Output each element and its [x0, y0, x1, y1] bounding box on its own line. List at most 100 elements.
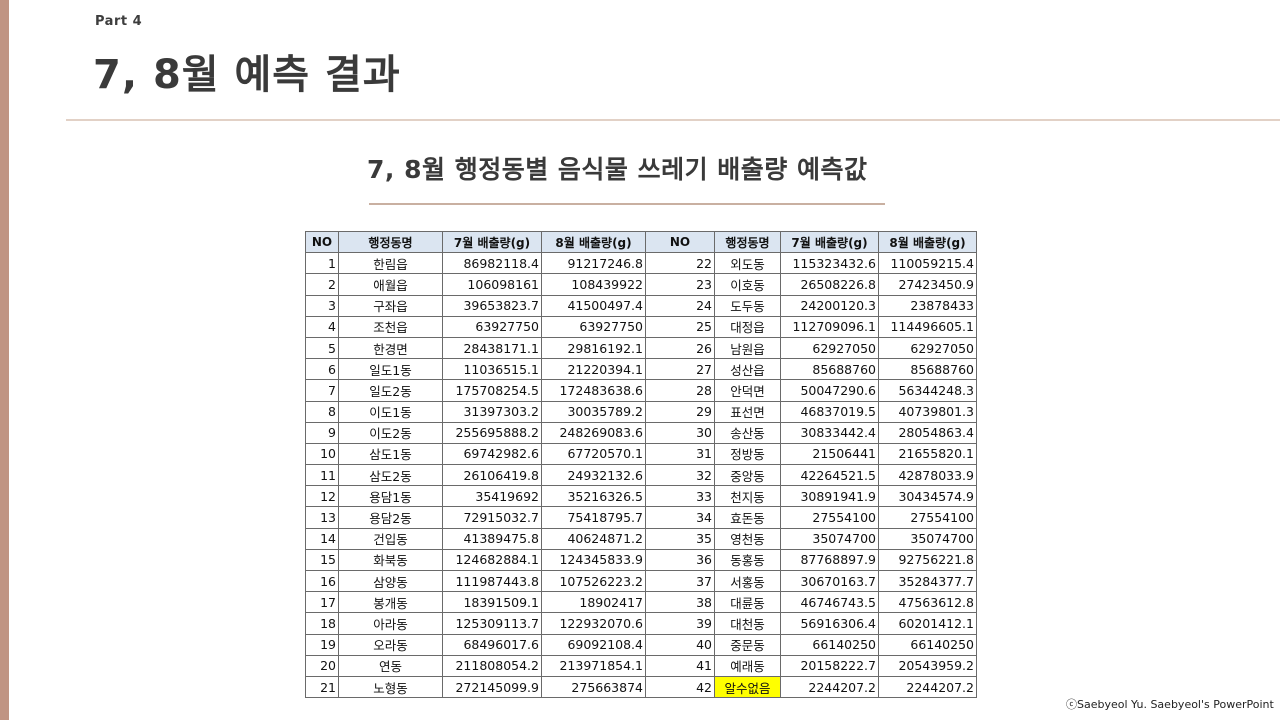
- district-name-cell: 예래동: [714, 654, 781, 677]
- district-name-cell: 조천읍: [338, 315, 443, 338]
- row-no-cell: 40: [645, 633, 715, 656]
- july-value-cell: 26508226.8: [780, 273, 879, 296]
- july-value-cell: 69742982.6: [442, 442, 542, 466]
- row-no-cell: 18: [305, 612, 339, 635]
- table-row: 19 오라동 68496017.6 69092108.4 40 중문동 66140250 66…: [305, 633, 977, 656]
- july-value-cell: 106098161: [442, 273, 542, 296]
- table-row: 17 봉개동 18391509.1 18902417 38 대륜동 46746743.5 47…: [305, 591, 977, 614]
- district-name-cell: 대륜동: [714, 591, 781, 614]
- row-no-cell: 24: [645, 294, 715, 317]
- district-name-cell: 일도2동: [338, 379, 443, 402]
- district-name-cell: 봉개동: [338, 591, 443, 614]
- july-value-cell: 56916306.4: [780, 612, 879, 635]
- table-row: 5 한경면 28438171.1 29816192.1 26 남원읍 62927050 629…: [305, 336, 977, 360]
- august-value-cell: 40739801.3: [878, 400, 977, 423]
- row-no-cell: 39: [645, 612, 715, 635]
- row-no-cell: 30: [645, 421, 715, 444]
- district-name-cell: 남원읍: [714, 336, 781, 360]
- district-name-cell: 한경면: [338, 336, 443, 360]
- row-no-cell: 41: [645, 654, 715, 677]
- row-no-cell: 22: [645, 252, 715, 275]
- row-no-cell: 17: [305, 591, 339, 614]
- july-value-cell: 18391509.1: [442, 591, 542, 614]
- july-value-cell: 50047290.6: [780, 379, 879, 402]
- row-no-cell: 1: [305, 252, 339, 275]
- table-row: 3 구좌읍 39653823.7 41500497.4 24 도두동 24200120.3 2…: [305, 294, 977, 317]
- district-name-cell: 한림읍: [338, 252, 443, 275]
- row-no-cell: 3: [305, 294, 339, 317]
- july-value-cell: 41389475.8: [442, 527, 542, 550]
- july-value-cell: 211808054.2: [442, 654, 542, 677]
- july-value-cell: 62927050: [780, 336, 879, 360]
- table-row: 8 이도1동 31397303.2 30035789.2 29 표선면 46837019.5…: [305, 400, 977, 423]
- row-no-cell: 38: [645, 591, 715, 614]
- august-value-cell: 122932070.6: [541, 612, 646, 635]
- district-name-cell: 동홍동: [714, 548, 781, 572]
- august-value-cell: 60201412.1: [878, 612, 977, 635]
- august-value-cell: 172483638.6: [541, 379, 646, 402]
- august-value-cell: 40624871.2: [541, 527, 646, 550]
- district-name-cell: 삼양동: [338, 569, 443, 593]
- district-name-cell: 삼도1동: [338, 442, 443, 466]
- august-value-cell: 18902417: [541, 591, 646, 614]
- july-value-cell: 72915032.7: [442, 506, 542, 529]
- row-no-cell: 13: [305, 506, 339, 529]
- august-value-cell: 24932132.6: [541, 464, 646, 487]
- copyright-credit: ⓒSaebyeol Yu. Saebyeol's PowerPoint: [1066, 698, 1274, 711]
- row-no-cell: 23: [645, 273, 715, 296]
- july-value-cell: 66140250: [780, 633, 879, 656]
- july-value-cell: 124682884.1: [442, 548, 542, 572]
- august-value-cell: 35074700: [878, 527, 977, 550]
- row-no-cell: 27: [645, 358, 715, 381]
- august-value-cell: 21655820.1: [878, 442, 977, 466]
- district-name-cell: 서홍동: [714, 569, 781, 593]
- district-name-cell: 정방동: [714, 442, 781, 466]
- august-value-cell: 63927750: [541, 315, 646, 338]
- july-value-cell: 20158222.7: [780, 654, 879, 677]
- row-no-cell: 5: [305, 336, 339, 360]
- district-name-cell: 연동: [338, 654, 443, 677]
- table-row: 14 건입동 41389475.8 40624871.2 35 영천동 35074700 35…: [305, 527, 977, 550]
- july-value-cell: 2244207.2: [780, 675, 879, 699]
- july-value-cell: 24200120.3: [780, 294, 879, 317]
- july-value-cell: 26106419.8: [442, 464, 542, 487]
- row-no-cell: 2: [305, 273, 339, 296]
- subtitle-divider: [369, 203, 885, 205]
- row-no-cell: 32: [645, 464, 715, 487]
- district-name-cell: 구좌읍: [338, 294, 443, 317]
- district-name-cell: 효돈동: [714, 506, 781, 529]
- august-value-cell: 30035789.2: [541, 400, 646, 423]
- header-district: 행정동명: [714, 230, 781, 254]
- header-august: 8월 배출량(g): [541, 230, 646, 254]
- row-no-cell: 9: [305, 421, 339, 444]
- july-value-cell: 30891941.9: [780, 485, 879, 508]
- header-district: 행정동명: [338, 230, 443, 254]
- august-value-cell: 27423450.9: [878, 273, 977, 296]
- district-name-cell: 이호동: [714, 273, 781, 296]
- row-no-cell: 15: [305, 548, 339, 572]
- row-no-cell: 21: [305, 675, 339, 699]
- august-value-cell: 20543959.2: [878, 654, 977, 677]
- row-no-cell: 20: [305, 654, 339, 677]
- july-value-cell: 87768897.9: [780, 548, 879, 572]
- august-value-cell: 21220394.1: [541, 358, 646, 381]
- august-value-cell: 35284377.7: [878, 569, 977, 593]
- july-value-cell: 30670163.7: [780, 569, 879, 593]
- table-row: 20 연동 211808054.2 213971854.1 41 예래동 20158222.…: [305, 654, 977, 677]
- table-title: 7, 8월 행정동별 음식물 쓰레기 배출량 예측값: [367, 155, 868, 184]
- row-no-cell: 26: [645, 336, 715, 360]
- table-row: 6 일도1동 11036515.1 21220394.1 27 성산읍 85688760 85…: [305, 358, 977, 381]
- district-name-cell: 일도1동: [338, 358, 443, 381]
- august-value-cell: 248269083.6: [541, 421, 646, 444]
- row-no-cell: 12: [305, 485, 339, 508]
- table-row: 11 삼도2동 26106419.8 24932132.6 32 중앙동 42264521.…: [305, 464, 977, 487]
- district-name-cell: 용담2동: [338, 506, 443, 529]
- row-no-cell: 6: [305, 358, 339, 381]
- august-value-cell: 62927050: [878, 336, 977, 360]
- july-value-cell: 27554100: [780, 506, 879, 529]
- header-july: 7월 배출량(g): [442, 230, 542, 254]
- table-row: 12 용담1동 35419692 35216326.5 33 천지동 30891941.9 3…: [305, 485, 977, 508]
- row-no-cell: 14: [305, 527, 339, 550]
- row-no-cell: 7: [305, 379, 339, 402]
- july-value-cell: 35419692: [442, 485, 542, 508]
